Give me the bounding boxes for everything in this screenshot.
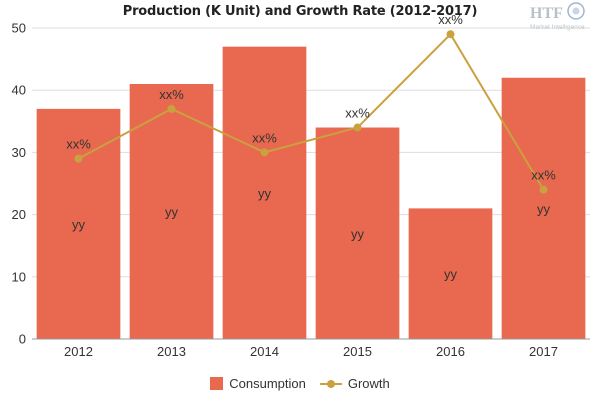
growth-point-2016 — [446, 30, 455, 39]
bar-2013 — [129, 83, 214, 339]
y-tick-label: 50 — [12, 21, 26, 36]
legend-item-growth[interactable]: Growth — [319, 376, 390, 391]
legend-bar-swatch-icon — [210, 377, 224, 390]
svg-text:HTF: HTF — [530, 5, 563, 22]
y-tick-label: 40 — [12, 83, 26, 98]
legend-label-consumption: Consumption — [229, 376, 306, 391]
bar-2016 — [408, 208, 493, 339]
y-tick-label: 10 — [12, 269, 26, 284]
bar-data-label: yy — [444, 267, 458, 282]
legend-item-consumption[interactable]: Consumption — [210, 376, 306, 391]
bar-data-label: yy — [537, 201, 551, 216]
growth-data-label: xx% — [531, 168, 556, 183]
x-tick-label: 2015 — [343, 344, 372, 359]
bar-data-label: yy — [72, 217, 86, 232]
x-tick-label: 2017 — [529, 344, 558, 359]
y-tick-label: 20 — [12, 207, 26, 222]
legend-label-growth: Growth — [347, 376, 390, 391]
growth-data-label: xx% — [345, 106, 370, 121]
chart-title: Production (K Unit) and Growth Rate (201… — [122, 4, 478, 19]
growth-data-label: xx% — [438, 12, 463, 27]
bar-2017 — [501, 77, 586, 339]
bar-data-label: yy — [351, 226, 365, 241]
growth-point-2014 — [260, 148, 269, 157]
y-tick-label: 0 — [19, 332, 26, 347]
growth-data-label: xx% — [252, 130, 277, 145]
growth-point-2013 — [167, 104, 176, 113]
bar-2015 — [315, 127, 400, 340]
x-tick-label: 2014 — [250, 344, 279, 359]
bar-data-label: yy — [165, 204, 179, 219]
legend: Consumption Growth — [0, 376, 600, 391]
growth-data-label: xx% — [159, 87, 184, 102]
bar-data-label: yy — [258, 186, 272, 201]
y-tick-label: 30 — [12, 145, 26, 160]
growth-data-label: xx% — [66, 137, 91, 152]
growth-point-2017 — [539, 185, 548, 194]
x-tick-label: 2013 — [157, 344, 186, 359]
growth-point-2015 — [353, 123, 362, 132]
bar-2012 — [36, 108, 121, 339]
growth-point-2012 — [74, 154, 83, 163]
x-tick-label: 2016 — [436, 344, 465, 359]
legend-line-swatch-icon — [319, 377, 342, 390]
bar-2014 — [222, 46, 307, 339]
x-tick-label: 2012 — [64, 344, 93, 359]
growth-line — [78, 32, 545, 191]
